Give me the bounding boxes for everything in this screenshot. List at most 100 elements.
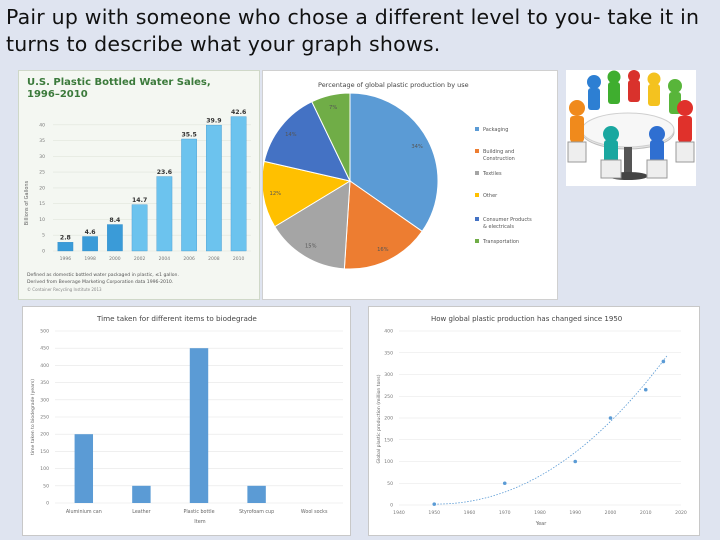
legend-swatch	[475, 217, 479, 221]
chart4-xtick: 1950	[428, 510, 440, 516]
chart1-bar	[156, 176, 173, 252]
chart1-ytick: 5	[42, 233, 45, 239]
chart1-value-label: 8.4	[109, 217, 121, 224]
pie-slice-label: 7%	[329, 105, 337, 111]
person-red-right	[675, 100, 695, 163]
chart4-ylabel: Global plastic production (million tons)	[376, 374, 382, 463]
chart4-ytick: 100	[384, 459, 393, 465]
chart4-xtick: 1980	[534, 510, 546, 516]
chart1-ytick: 35	[39, 138, 45, 144]
pie-slice-label: 16%	[377, 247, 389, 253]
plastic-use-pie-chart: Percentage of global plastic production …	[261, 81, 532, 270]
chart1-xtick: 2002	[134, 256, 146, 262]
chart4-ytick: 200	[384, 416, 393, 422]
chart1-ylabel: Billions of Gallons	[24, 180, 30, 225]
chart4-point	[502, 481, 507, 486]
meeting-illustration	[566, 70, 696, 186]
chart1-value-label: 4.6	[85, 229, 96, 236]
chart1-xtick: 1996	[60, 256, 72, 262]
chart1-ytick: 25	[39, 170, 45, 176]
chart1-value-label: 35.5	[181, 131, 196, 138]
chart3-ytick: 0	[46, 501, 49, 507]
legend-label: Packaging	[483, 127, 508, 133]
chart1-footnote-2: Derived from Beverage Marketing Corporat…	[27, 279, 173, 285]
pie-slice	[349, 92, 439, 233]
pie-slice	[311, 92, 351, 182]
chart3-ytick: 300	[40, 397, 49, 403]
chart1-bar	[57, 242, 74, 252]
chart3-ytick: 200	[40, 432, 49, 438]
chart4-point	[643, 387, 648, 392]
chart1-bar	[181, 138, 197, 252]
chart4-point	[608, 416, 613, 420]
chart4-ytick: 0	[390, 503, 393, 509]
chart3-ytick: 350	[40, 380, 49, 386]
legend-label: Transportation	[482, 239, 519, 245]
biodegrade-chart: Time taken for different items to biodeg…	[30, 314, 343, 525]
chart1-ytick: 30	[39, 154, 45, 160]
chart4-xtick: 2000	[605, 510, 617, 516]
chart3-bar	[189, 348, 209, 503]
chart1-xtick: 2006	[183, 256, 195, 262]
chart1-xtick: 2000	[109, 256, 121, 262]
legend-label: Other	[483, 193, 498, 199]
chart1-ytick: 10	[39, 217, 45, 223]
chart4-xtick: 1990	[569, 510, 581, 516]
chart3-xlabel: Item	[194, 519, 206, 525]
chart3-ytick: 500	[40, 329, 49, 335]
chart3-xtick: Plastic bottle	[183, 509, 214, 515]
pie-slice	[343, 180, 423, 270]
chart1-value-label: 14.7	[132, 197, 147, 204]
chart1-bar	[131, 204, 148, 252]
person-orange	[567, 100, 587, 163]
chart4-point	[661, 359, 666, 364]
pie-slice	[274, 180, 351, 270]
legend-label: Consumer Products & electricals	[483, 217, 532, 230]
chart1-footnote-3: © Container Recycling Institute 2013	[27, 287, 102, 292]
trendline	[434, 355, 668, 505]
chart1-xtick: 2008	[208, 256, 220, 262]
chart3-bar	[74, 434, 94, 503]
chart3-xtick: Styrofoam cup	[239, 509, 274, 515]
chart1-xtick: 2004	[159, 256, 171, 262]
legend-swatch	[475, 149, 479, 153]
plastic-production-scatter: How global plastic production has change…	[376, 315, 687, 527]
chart2-title: Percentage of global plastic production …	[318, 81, 469, 89]
chart1-xtick: 2010	[233, 256, 245, 262]
bottled-water-chart: U.S. Plastic Bottled Water Sales, 1996–2…	[24, 77, 251, 292]
instruction-heading: Pair up with someone who chose a differe…	[6, 5, 700, 56]
chart1-value-label: 39.9	[206, 118, 221, 125]
chart4-xtick: 1940	[393, 510, 405, 516]
chart4-ytick: 300	[384, 372, 393, 378]
chart3-ytick: 100	[40, 466, 49, 472]
legend-label: Building and Construction	[483, 149, 515, 162]
pie-slice	[261, 160, 352, 228]
plastic-production-scatter-panel: How global plastic production has change…	[368, 306, 700, 536]
chart1-ytick: 0	[42, 249, 45, 255]
chart4-xlabel: Year	[535, 521, 548, 527]
chart1-ytick: 20	[39, 185, 45, 191]
bottled-water-chart-panel: U.S. Plastic Bottled Water Sales, 1996–2…	[18, 70, 260, 300]
chart3-xtick: Aluminium can	[66, 509, 102, 515]
chart4-ytick: 400	[384, 329, 393, 335]
chart4-ytick: 350	[384, 350, 393, 356]
chart3-bar	[247, 485, 266, 503]
chart4-ytick: 150	[384, 437, 393, 443]
pie-slice-label: 34%	[411, 144, 423, 150]
person-red	[628, 70, 640, 102]
person-blue	[587, 75, 601, 110]
chart4-ytick: 250	[384, 394, 393, 400]
chart4-point	[432, 502, 437, 506]
chart1-value-label: 42.6	[231, 109, 246, 116]
chart3-ytick: 250	[40, 415, 49, 421]
chart3-ytick: 50	[43, 483, 49, 489]
chart4-title: How global plastic production has change…	[431, 315, 622, 323]
chart1-value-label: 2.8	[60, 235, 71, 242]
people-around-table-image	[567, 70, 695, 180]
chart3-xtick: Leather	[132, 509, 150, 515]
plastic-use-pie-panel: Percentage of global plastic production …	[261, 70, 558, 300]
chart3-ytick: 400	[40, 363, 49, 369]
chart1-footnote-1: Defined as domestic bottled water packag…	[27, 272, 179, 278]
chart3-bar	[132, 485, 151, 503]
chart1-bar	[107, 224, 123, 252]
